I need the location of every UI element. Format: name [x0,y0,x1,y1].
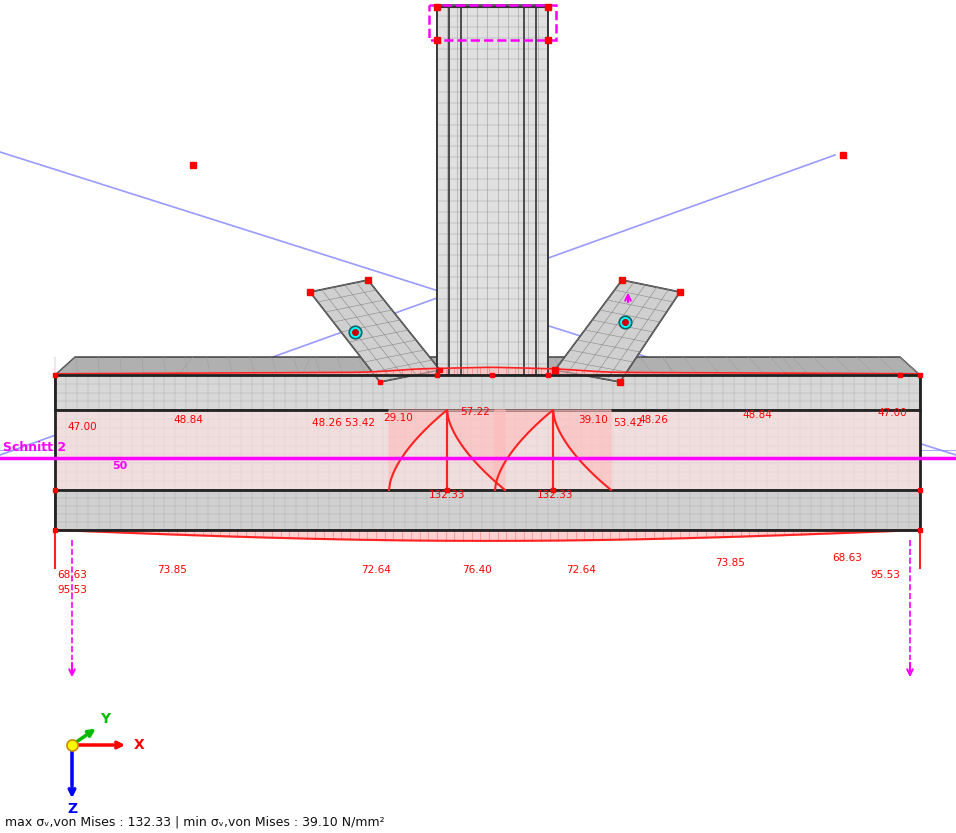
Text: 132.33: 132.33 [536,490,574,500]
Text: 68.63: 68.63 [832,553,862,563]
Polygon shape [80,482,895,522]
Text: 39.10: 39.10 [578,415,608,425]
Text: X: X [134,738,144,752]
Text: Y: Y [100,712,110,726]
Text: 29.10: 29.10 [383,413,413,423]
Text: 48.84: 48.84 [742,410,771,420]
Polygon shape [310,280,440,382]
Text: 73.85: 73.85 [715,558,745,568]
Text: 72.64: 72.64 [361,565,391,575]
Text: 95.53: 95.53 [870,570,900,580]
Text: 72.64: 72.64 [566,565,596,575]
Polygon shape [55,410,920,490]
Polygon shape [389,410,505,490]
Text: Schnitt 2: Schnitt 2 [3,441,66,454]
Text: 68.63: 68.63 [57,570,87,580]
Polygon shape [495,410,611,490]
Text: 132.33: 132.33 [428,490,466,500]
Polygon shape [55,357,920,375]
Text: 76.40: 76.40 [462,565,492,575]
Text: Z: Z [67,802,77,816]
Text: 57.22: 57.22 [460,407,489,417]
Polygon shape [437,5,548,375]
Text: 47.00: 47.00 [878,408,907,418]
Text: 48.26: 48.26 [638,415,668,425]
Text: max σᵥ,von Mises : 132.33 | min σᵥ,von Mises : 39.10 N/mm²: max σᵥ,von Mises : 132.33 | min σᵥ,von M… [5,815,384,828]
Polygon shape [555,280,680,382]
Text: 47.00: 47.00 [67,422,97,432]
Text: 48.84: 48.84 [173,415,203,425]
Polygon shape [55,490,920,530]
Text: 73.85: 73.85 [157,565,187,575]
Text: 95.53: 95.53 [57,585,87,595]
Polygon shape [55,375,920,410]
Text: 53.42: 53.42 [613,418,643,428]
Text: 48.26 53.42: 48.26 53.42 [313,418,376,428]
Text: 50: 50 [112,461,127,471]
